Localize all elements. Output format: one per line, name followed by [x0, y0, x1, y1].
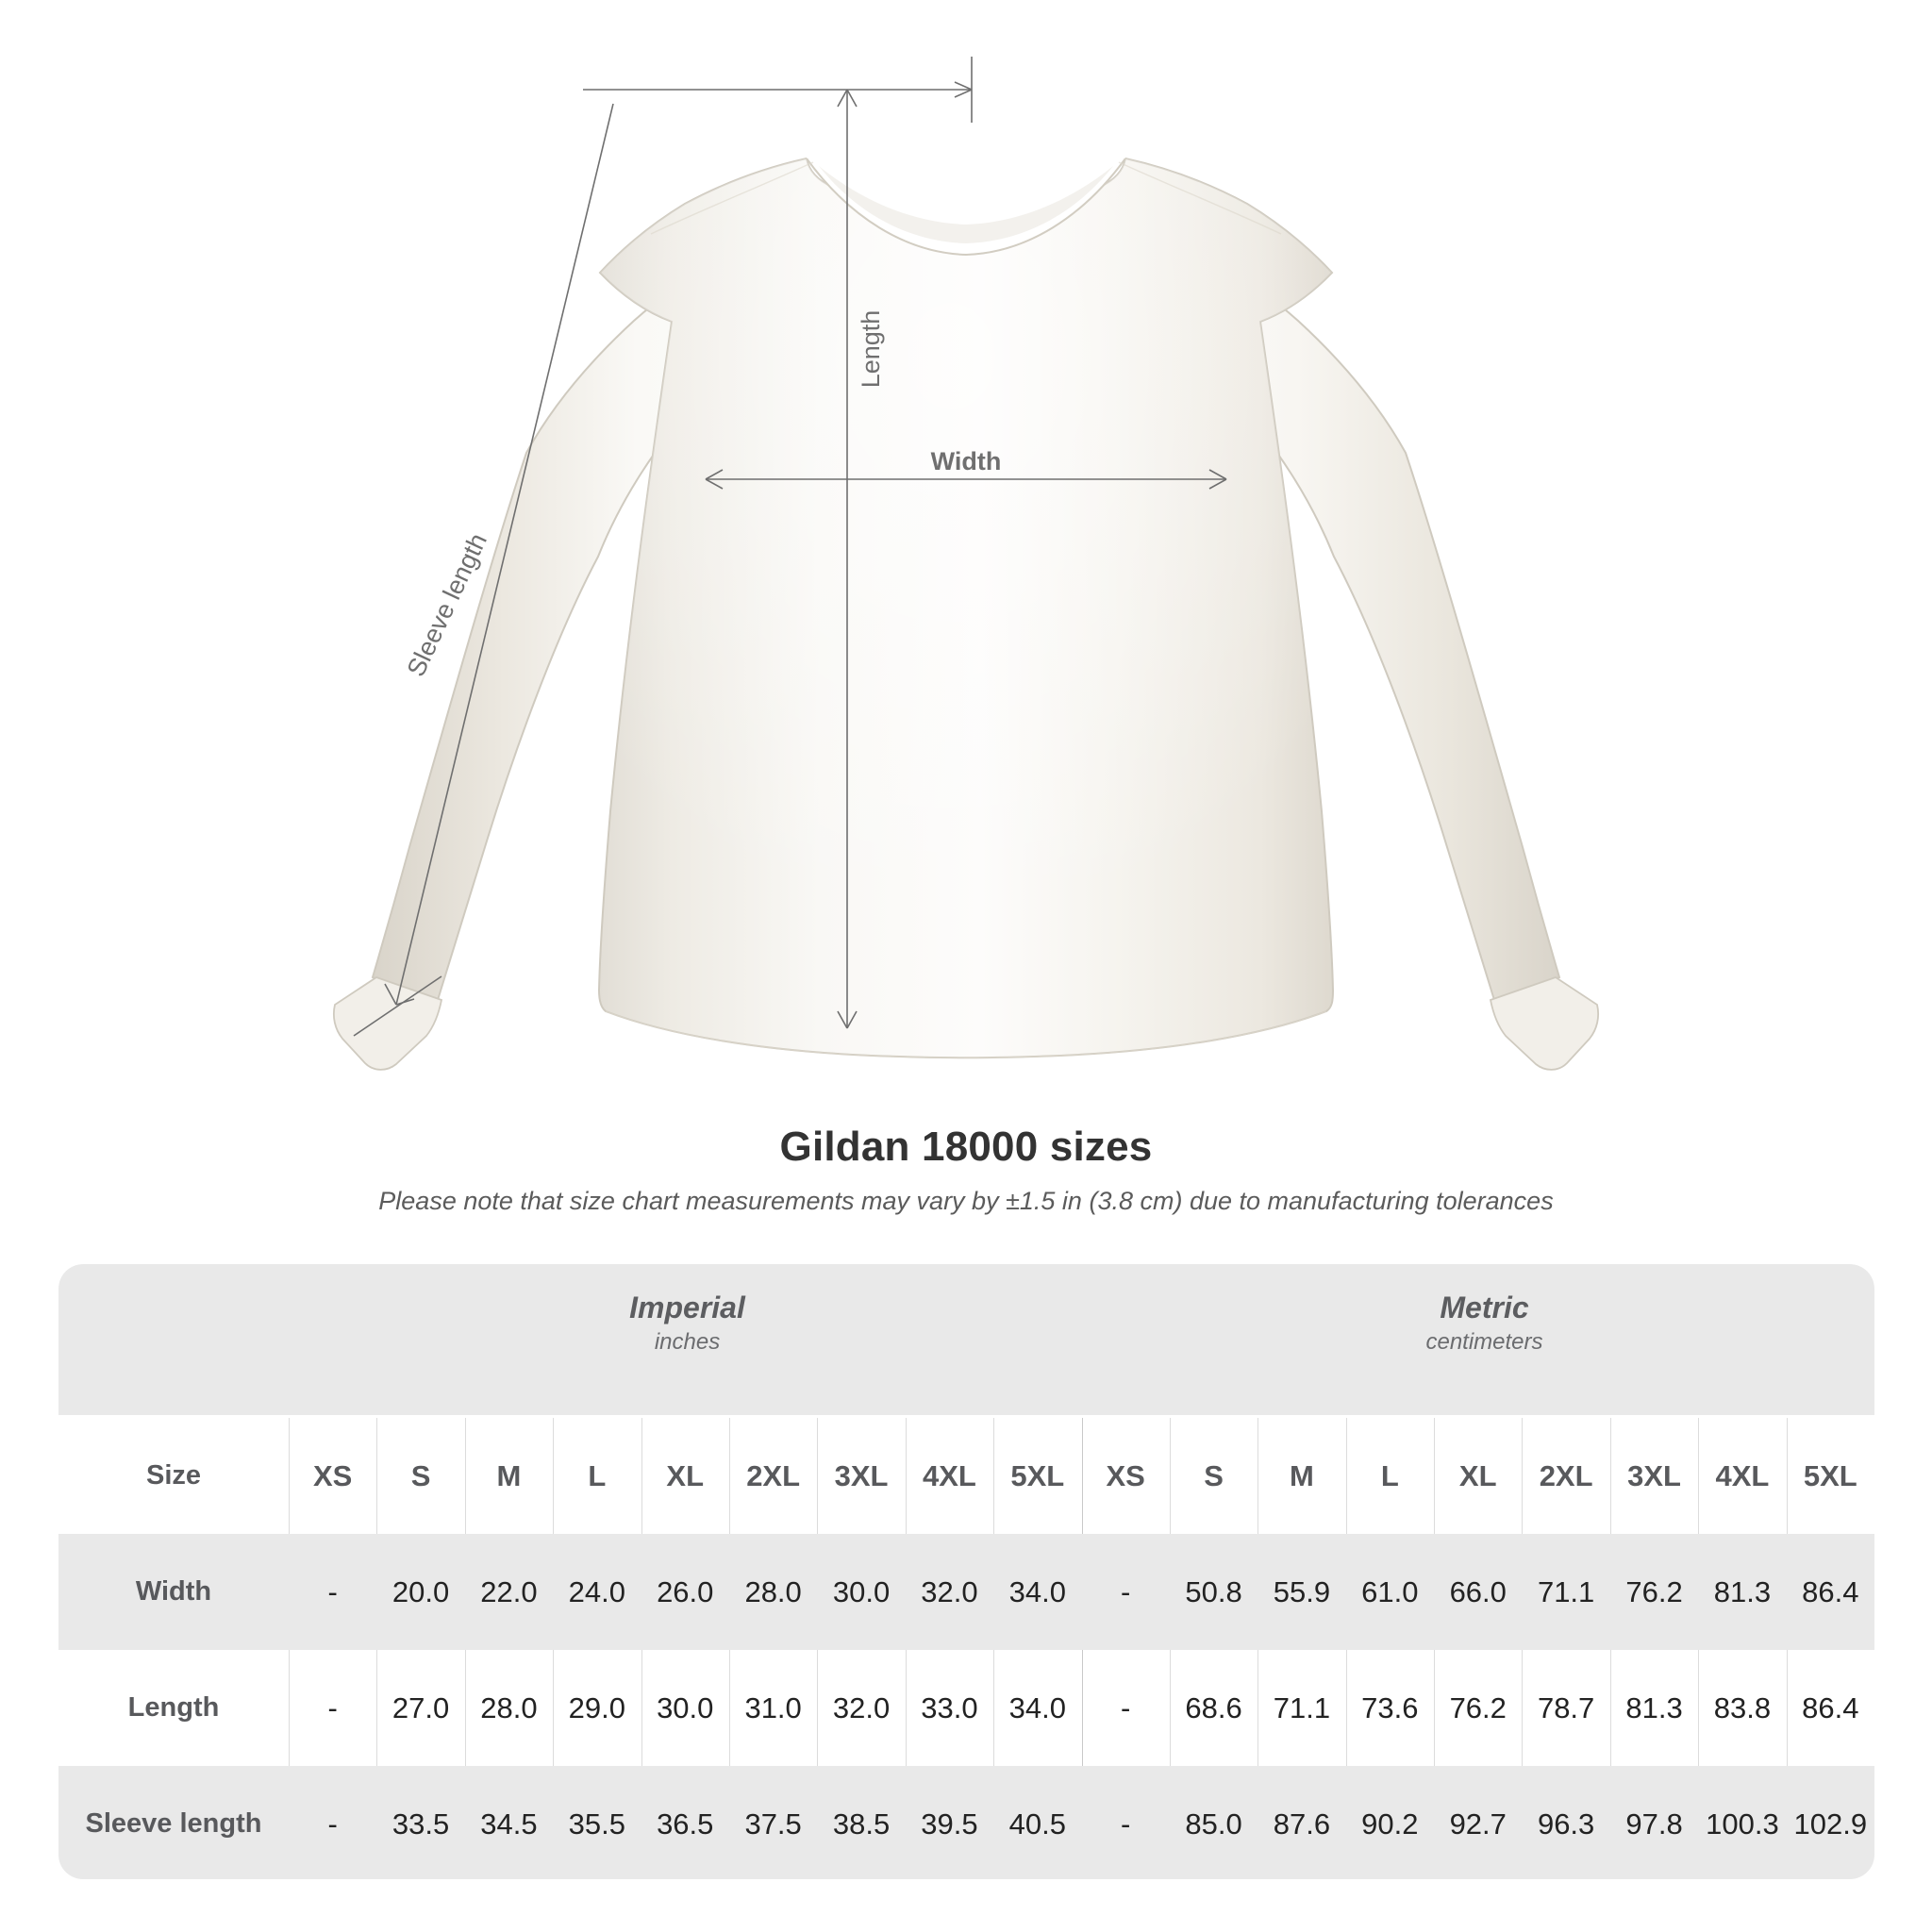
svg-text:Width: Width: [931, 447, 1002, 475]
svg-text:Length: Length: [857, 310, 885, 389]
